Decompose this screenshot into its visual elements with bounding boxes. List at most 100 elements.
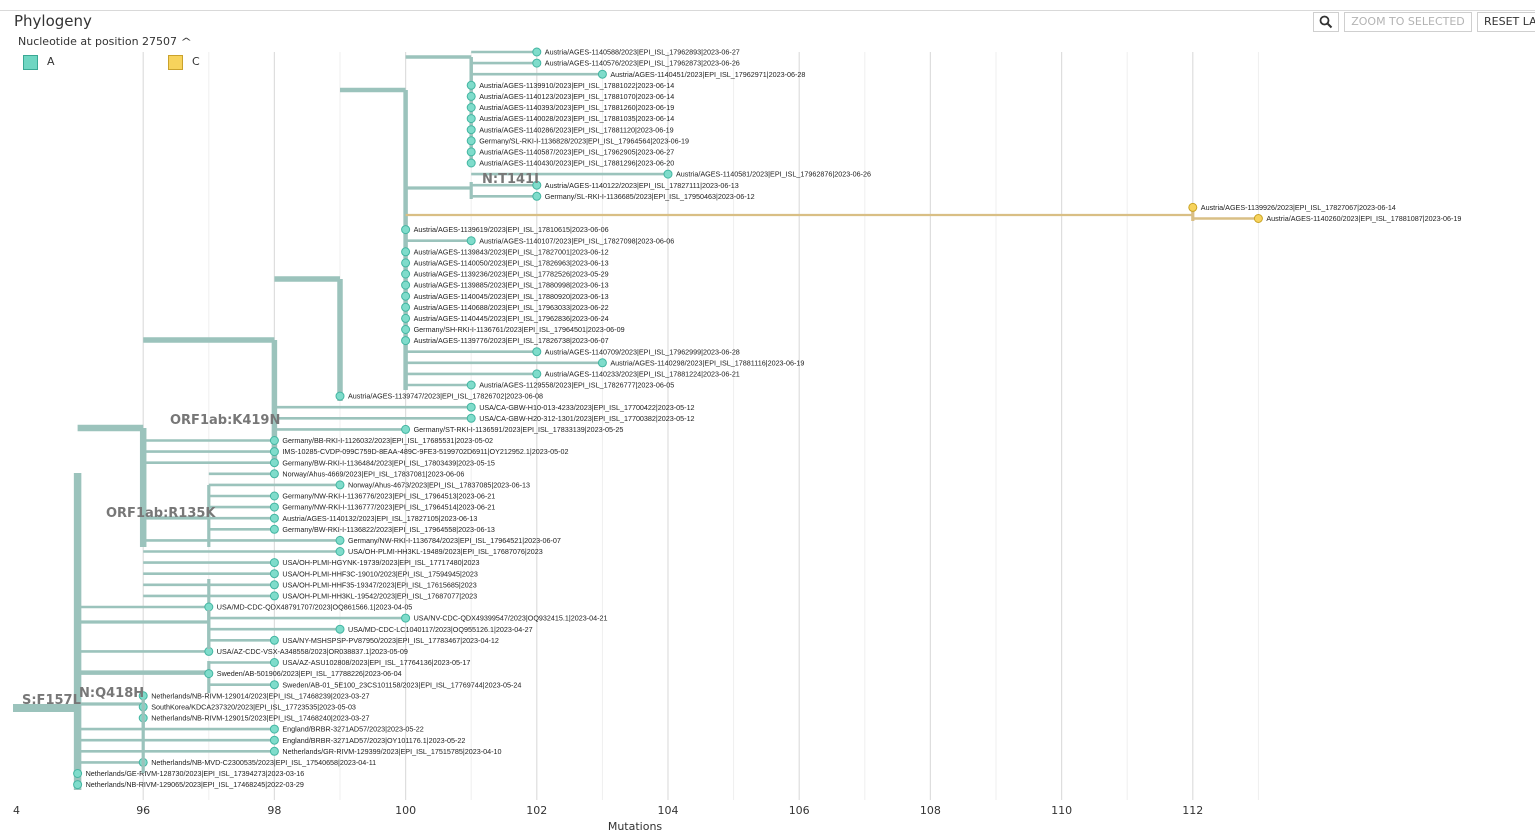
tip-node [335,535,345,545]
tip-label: Austria/AGES-1140028/2023|EPI_ISL_178810… [479,114,674,123]
tip-node [401,325,411,334]
branch-mutation-label: S:F157L [22,693,81,708]
tip-label: Norway/Ahus-4673/2023|EPI_ISL_17837085|2… [348,481,530,490]
branch-mutation-label: ORF1ab:R135K [106,506,216,521]
legend-toggle[interactable]: Nucleotide at position 27507 ^ [18,35,193,48]
tip-label: Austria/AGES-1140132/2023|EPI_ISL_178271… [282,514,477,523]
tip-node [466,136,476,146]
tip-label: Austria/AGES-1129558/2023|EPI_ISL_178267… [479,381,674,390]
tip-label: SouthKorea/KDCA237320/2023|EPI_ISL_17723… [151,703,356,712]
tip-label: Netherlands/NB-MVD-C2300535/2023|EPI_ISL… [151,758,376,767]
tip-node [597,358,607,368]
tip-node [401,313,411,323]
branch-mutation-label: ORF1ab:K419N [170,413,280,428]
tip-node [269,635,279,645]
legend-swatch-a[interactable] [23,55,38,70]
tip-node [466,380,476,390]
tip-node [269,558,279,568]
tip-label: Sweden/AB-01_5E100_23CS101158/2023|EPI_I… [282,680,521,689]
tip-node [269,447,279,457]
tip-label: Austria/AGES-1140709/2023|EPI_ISL_179629… [545,347,740,356]
tip-node [269,469,279,479]
tip-node [401,225,411,235]
tip-node [466,147,476,157]
tip-node [269,491,279,501]
tip-node [597,69,607,79]
tip-node [466,413,476,423]
legend-swatch-c[interactable] [168,55,183,70]
tip-label: Austria/AGES-1140588/2023|EPI_ISL_179628… [545,48,740,57]
tip-node [532,347,542,357]
tip-label: USA/OH-PLMI-HGYNK-19739/2023|EPI_ISL_177… [282,558,479,567]
tip-label: Austria/AGES-1140298/2023|EPI_ISL_178811… [610,358,804,367]
tip-node [466,402,476,412]
tip-node [269,524,279,534]
tip-label: Austria/AGES-1139910/2023|EPI_ISL_178810… [479,81,674,90]
axis-tick-label: 96 [136,804,150,817]
tip-node [204,602,214,612]
tip-label: Austria/AGES-1140430/2023|EPI_ISL_178812… [479,159,674,168]
tip-label: Germany/BW-RKI-I-1136822/2023|EPI_ISL_17… [282,525,494,534]
tip-label: Austria/AGES-1140576/2023|EPI_ISL_179628… [545,59,740,68]
tip-node [401,291,411,301]
tip-label: Germany/ST-RKI-I-1136591/2023|EPI_ISL_17… [414,425,624,434]
tip-label: Germany/NW-RKI-I-1136784/2023|EPI_ISL_17… [348,536,561,545]
tip-label: USA/NY-MSHSPSP-PV87950/2023|EPI_ISL_1778… [282,636,498,645]
tip-node [532,58,542,68]
tip-label: Austria/AGES-1139885/2023|EPI_ISL_178809… [414,281,609,290]
tip-label: Sweden/AB-501906/2023|EPI_ISL_17788226|2… [217,669,402,678]
tip-label: IMS-10285-CVDP-099C759D-8EAA-489C-9FE3-5… [282,447,568,456]
branch-mutation-label: N:Q418H [79,686,144,701]
tip-label: Austria/AGES-1139747/2023|EPI_ISL_178267… [348,392,543,401]
tip-node [532,191,542,201]
tip-label: Austria/AGES-1139619/2023|EPI_ISL_178106… [414,225,609,234]
tip-node [401,280,411,290]
tip-node [204,669,214,679]
tip-node [269,680,279,690]
axis-tick-label: 106 [789,804,810,817]
tip-node [532,47,542,57]
tip-node [73,769,83,778]
tip-label: Austria/AGES-1140451/2023|EPI_ISL_179629… [610,70,805,79]
tip-label: USA/AZ-ASU102808/2023|EPI_ISL_17764136|2… [282,658,470,667]
zoom-button[interactable] [1313,12,1339,32]
tip-node [1253,214,1263,223]
tip-label: USA/OH-PLMI-HH3KL-19542/2023|EPI_ISL_176… [282,592,477,601]
tip-node [532,369,542,379]
tip-label: Austria/AGES-1139236/2023|EPI_ISL_177825… [414,270,609,279]
tip-node [269,735,279,745]
tip-label: USA/OH-PLMI-HHF35-19347/2023|EPI_ISL_176… [282,580,476,589]
tip-label: USA/OH-PLMI-HHF3C-19010/2023|EPI_ISL_175… [282,569,478,578]
tip-node [466,103,476,112]
tip-label: England/BRBR-3271AD57/2023|2023-05-22 [282,725,423,734]
tip-node [269,724,279,734]
tip-node [401,336,411,346]
tip-node [335,480,345,490]
tip-label: Austria/AGES-1140688/2023|EPI_ISL_179630… [414,303,609,312]
tip-label: Norway/Ahus-4669/2023|EPI_ISL_17837081|2… [282,469,464,478]
axis-tick-label: 112 [1182,804,1203,817]
panel-top-border [0,10,1535,11]
axis-tick-label: 100 [395,804,416,817]
tip-node [269,502,279,512]
tip-label: Netherlands/NB-RIVM-129065/2023|EPI_ISL_… [86,780,304,789]
chevron-up-icon[interactable]: ^ [180,37,193,48]
reset-layout-button[interactable]: RESET LA [1477,12,1535,32]
tip-label: Austria/AGES-1140107/2023|EPI_ISL_178270… [479,236,674,245]
tip-label: Austria/AGES-1139843/2023|EPI_ISL_178270… [414,247,609,256]
tip-label: Germany/BB-RKI-I-1126032/2023|EPI_ISL_17… [282,436,493,445]
tip-label: Austria/AGES-1140581/2023|EPI_ISL_179628… [676,170,871,179]
tip-label: Netherlands/NB-RIVM-129014/2023|EPI_ISL_… [151,691,369,700]
tip-node [466,125,476,135]
zoom-to-selected-button[interactable]: ZOOM TO SELECTED [1344,12,1472,32]
tip-label: Netherlands/NB-RIVM-129015/2023|EPI_ISL_… [151,714,369,723]
tip-label: USA/OH-PLMI-HH3KL-19489/2023|EPI_ISL_176… [348,547,543,556]
tip-label: Germany/SL-RKI-I-1136828/2023|EPI_ISL_17… [479,136,689,145]
tip-node [1188,202,1198,212]
tip-node [466,158,476,168]
tip-node [335,547,345,556]
tip-label: Austria/AGES-1140122/2023|EPI_ISL_178271… [545,181,739,190]
tip-label: USA/CA-GBW-H20-312-1301/2023|EPI_ISL_177… [479,414,694,423]
tip-label: Austria/AGES-1140393/2023|EPI_ISL_178812… [479,103,674,112]
